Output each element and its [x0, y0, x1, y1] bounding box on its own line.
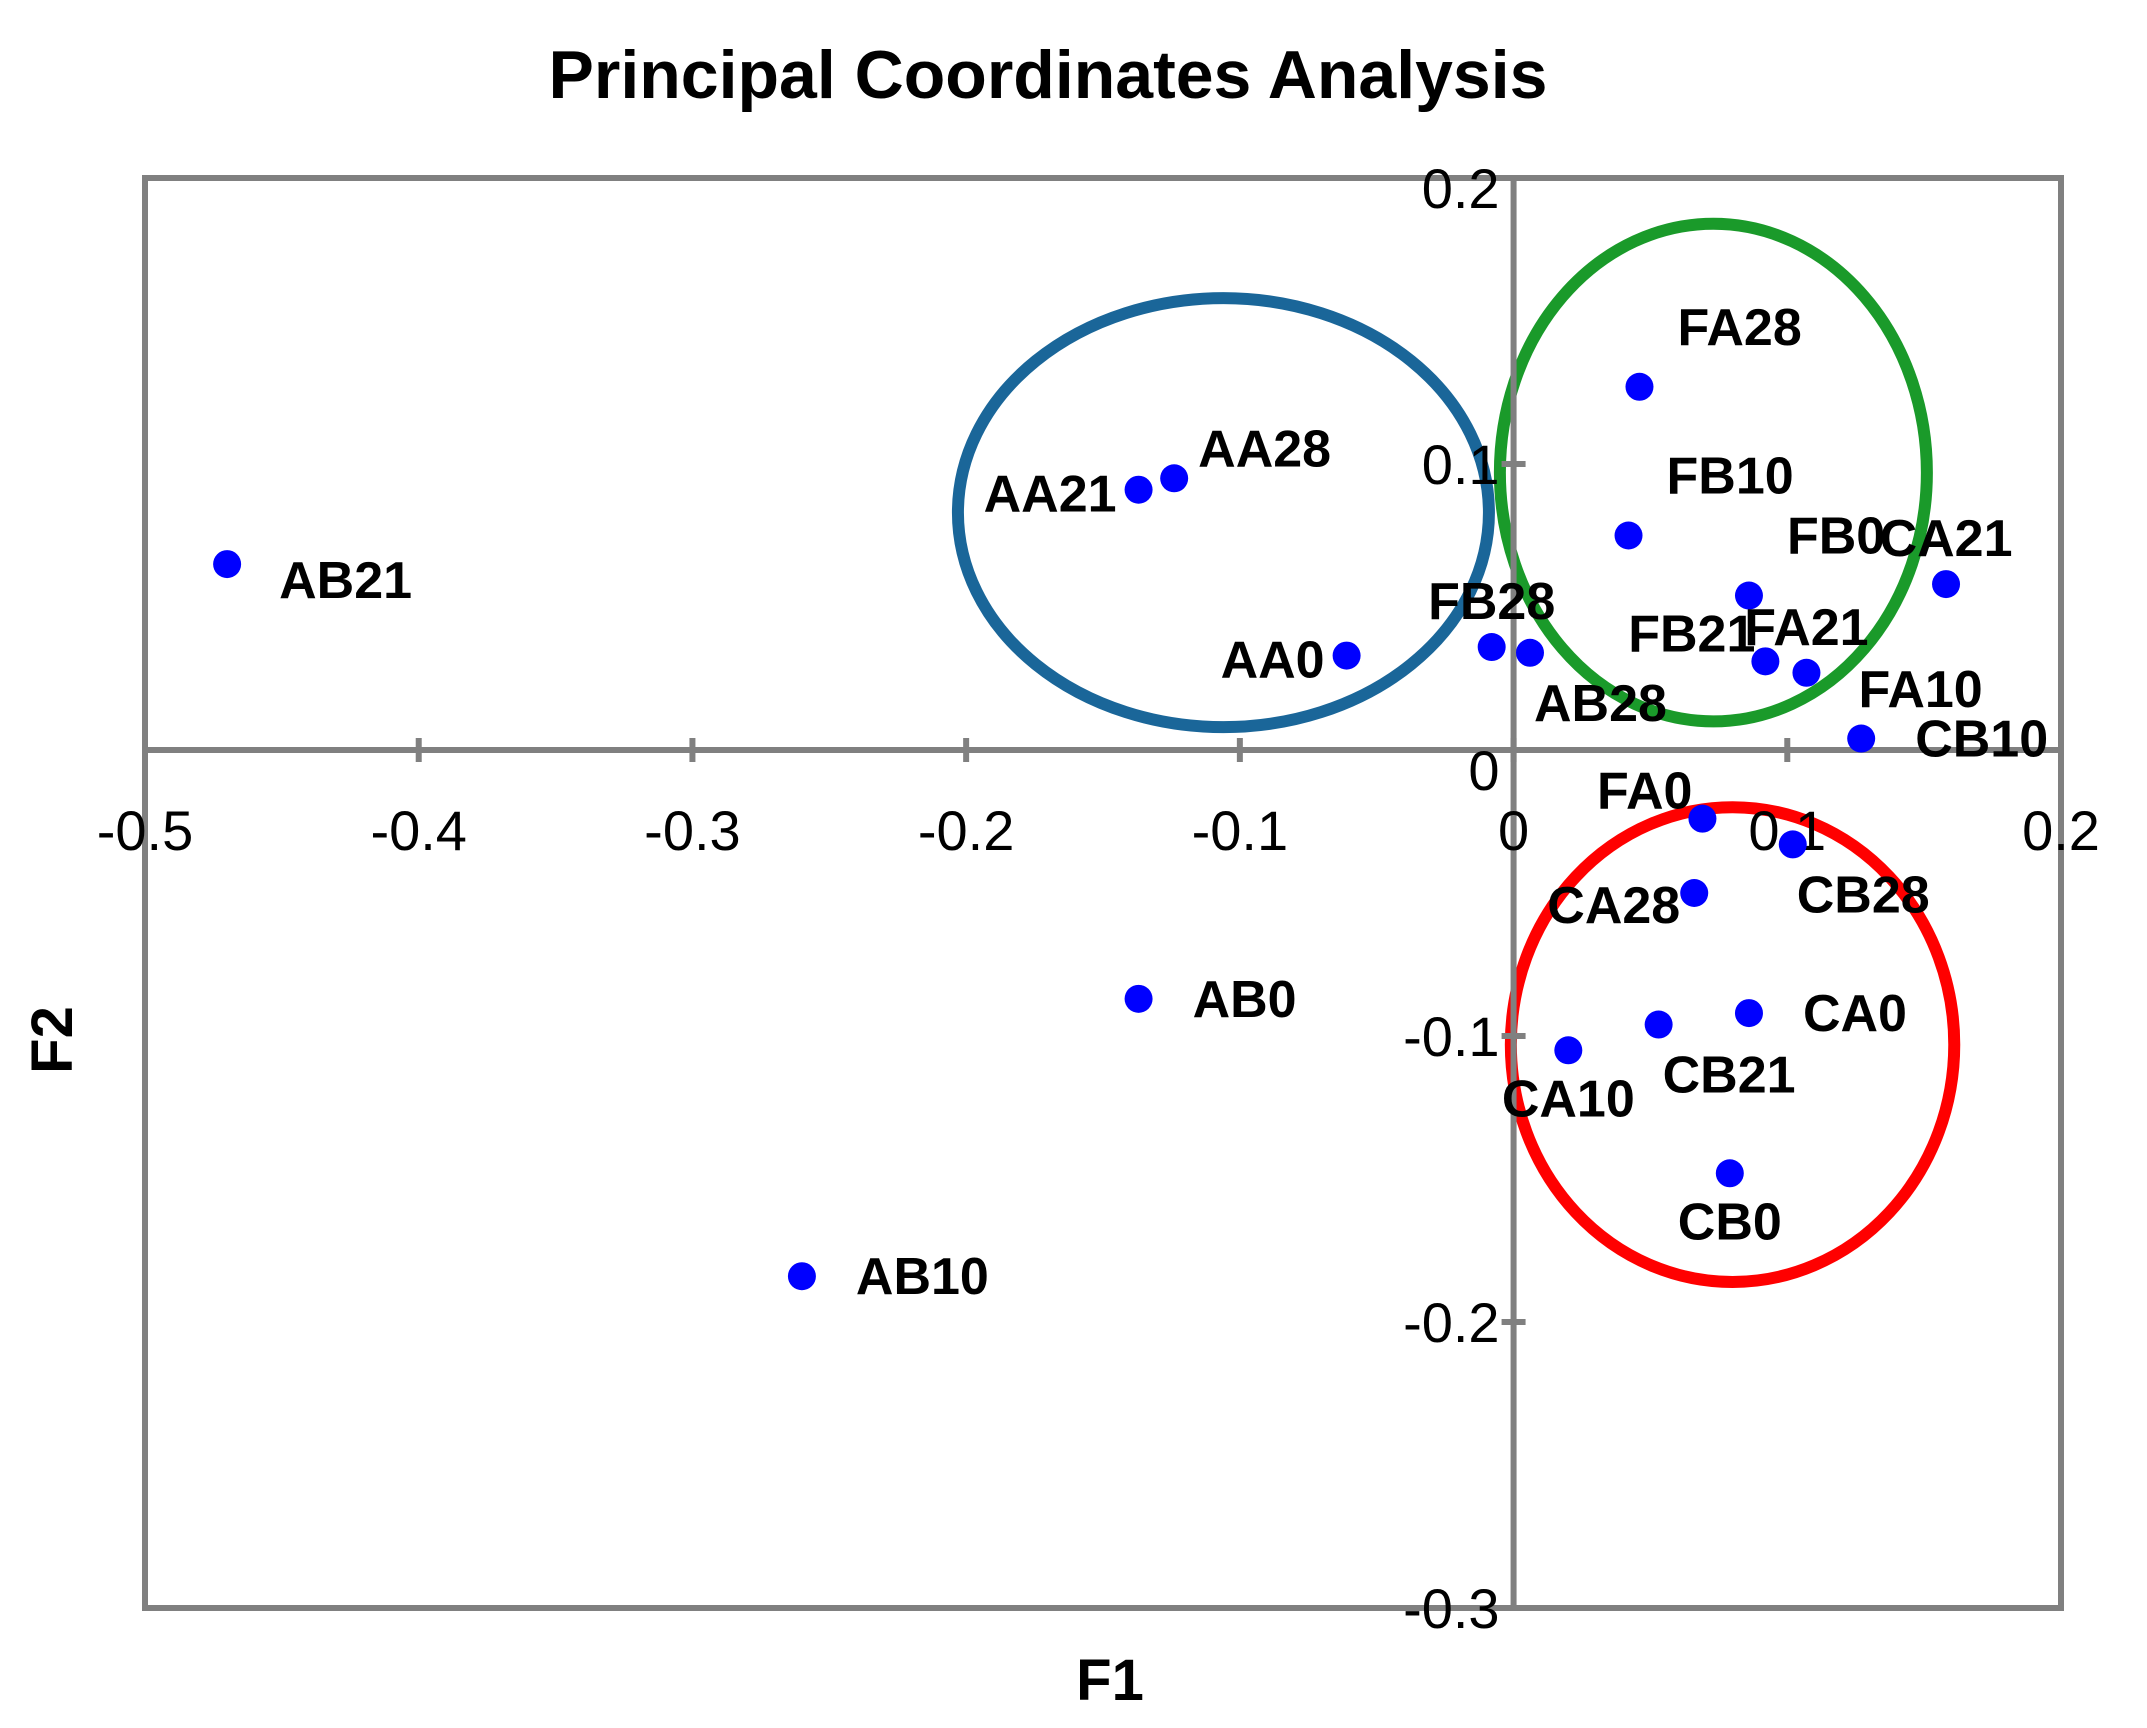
point-fb28 [1477, 633, 1506, 662]
x-tick-label: 0 [1498, 799, 1529, 862]
x-axis-title: F1 [1076, 1648, 1144, 1713]
point-aa0 [1332, 641, 1361, 670]
point-aa21 [1124, 475, 1153, 504]
blue-cluster-ellipse [951, 292, 1495, 734]
label-ab28: AB28 [1534, 675, 1667, 733]
y-tick-label: -0.1 [1403, 1005, 1500, 1068]
label-ab21: AB21 [279, 552, 412, 610]
label-fa28: FA28 [1677, 299, 1801, 357]
data-points [213, 372, 1961, 1291]
label-ab10: AB10 [856, 1248, 989, 1306]
point-ab28 [1515, 638, 1544, 667]
label-cb10: CB10 [1915, 711, 2048, 769]
point-fa28 [1625, 372, 1654, 401]
x-tick-label: -0.3 [644, 799, 741, 862]
point-fa0 [1688, 804, 1717, 833]
point-ca10 [1554, 1036, 1583, 1065]
y-tick-label: 0.1 [1422, 433, 1500, 496]
point-fb21 [1751, 647, 1780, 676]
label-fb28: FB28 [1428, 573, 1555, 631]
label-fa21: FA21 [1744, 599, 1868, 657]
y-tick-label: 0.2 [1422, 157, 1500, 220]
point-fb0 [1734, 581, 1763, 610]
cluster-ellipses [951, 217, 1961, 1288]
y-axis-title: F2 [20, 1006, 85, 1074]
point-fb10 [1614, 521, 1643, 550]
x-tick-label: -0.5 [97, 799, 194, 862]
label-ca0: CA0 [1803, 985, 1907, 1043]
tick-labels: -0.5 -0.4 -0.3 -0.2 -0.1 0 0.1 0.20.20.10-0.1-0… [97, 157, 2100, 1640]
label-aa21: AA21 [984, 466, 1117, 524]
label-fa0: FA0 [1597, 763, 1692, 821]
label-cb21: CB21 [1663, 1047, 1796, 1105]
label-fb21: FB21 [1628, 605, 1755, 663]
label-cb28: CB28 [1797, 866, 1930, 924]
point-aa28 [1160, 464, 1189, 493]
label-fa10: FA10 [1858, 661, 1982, 719]
label-ca28: CA28 [1547, 877, 1680, 935]
point-cb21 [1644, 1010, 1673, 1039]
y-tick-label: -0.2 [1403, 1291, 1500, 1354]
x-tick-label: -0.1 [1192, 799, 1289, 862]
label-ab0: AB0 [1193, 971, 1297, 1029]
y-tick-label: -0.3 [1403, 1577, 1500, 1640]
x-tick-label: -0.4 [370, 799, 467, 862]
y-tick-label: 0 [1468, 739, 1499, 802]
label-cb0: CB0 [1678, 1193, 1782, 1251]
point-ab0 [1124, 984, 1153, 1013]
point-cb28 [1778, 830, 1807, 859]
point-cb10 [1847, 724, 1876, 753]
plot-area-border [142, 175, 2064, 1611]
point-ab10 [787, 1262, 816, 1291]
green-cluster-ellipse [1493, 217, 1933, 728]
label-fb10: FB10 [1667, 448, 1794, 506]
label-ca21: CA21 [1880, 510, 2013, 568]
point-ca21 [1932, 570, 1961, 599]
x-tick-label: -0.2 [918, 799, 1015, 862]
point-fa21 [1792, 658, 1821, 687]
label-aa0: AA0 [1221, 632, 1325, 690]
chart-title: Principal Coordinates Analysis [549, 37, 1548, 113]
label-aa28: AA28 [1198, 420, 1331, 478]
label-fb0: FB0 [1787, 508, 1885, 566]
point-ca28 [1680, 879, 1709, 907]
point-ca0 [1734, 999, 1763, 1028]
point-cb0 [1715, 1159, 1744, 1188]
point-ab21 [213, 550, 242, 579]
x-tick-label: 0.2 [2022, 799, 2100, 862]
axes [142, 175, 2064, 1611]
label-ca10: CA10 [1502, 1070, 1635, 1128]
